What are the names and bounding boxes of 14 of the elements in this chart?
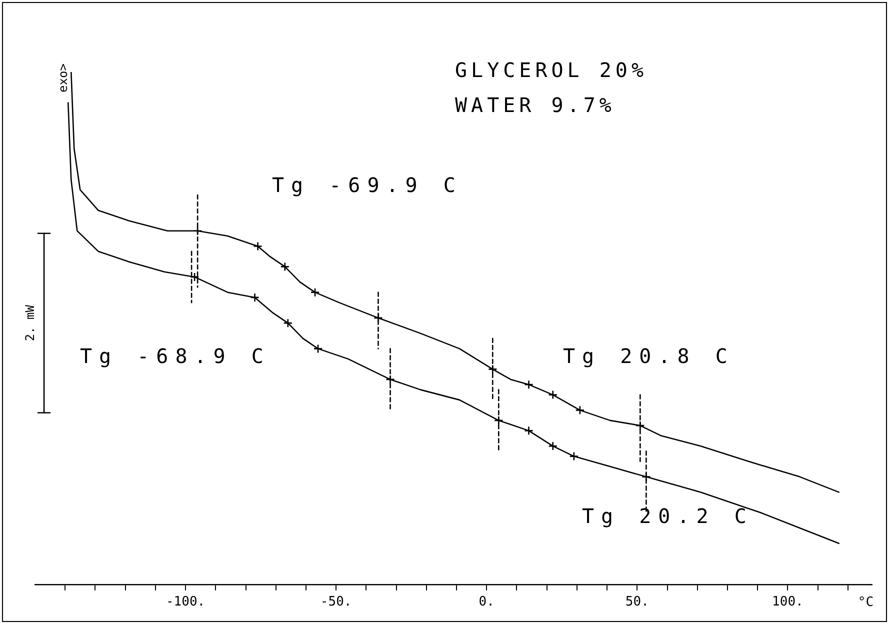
x-tick-label: 100. [772,594,804,610]
annotation: Tg 20.8 C [563,344,734,368]
annotation: Tg -69.9 C [272,173,462,198]
x-tick-label: 50. [625,594,649,610]
x-axis-title: °C [858,594,874,610]
x-tick-label: -100. [166,594,206,610]
annotation: exo> [56,64,70,92]
x-tick-label: -50. [320,594,352,610]
text: 2. mW [23,304,38,342]
annotation: WATER 9.7% [455,93,616,118]
annotation: Tg 20.2 C [582,504,754,528]
annotation: Tg -68.9 C [80,344,270,368]
x-tick-label: 0. [478,594,494,610]
annotation: GLYCEROL 20% [455,58,648,82]
